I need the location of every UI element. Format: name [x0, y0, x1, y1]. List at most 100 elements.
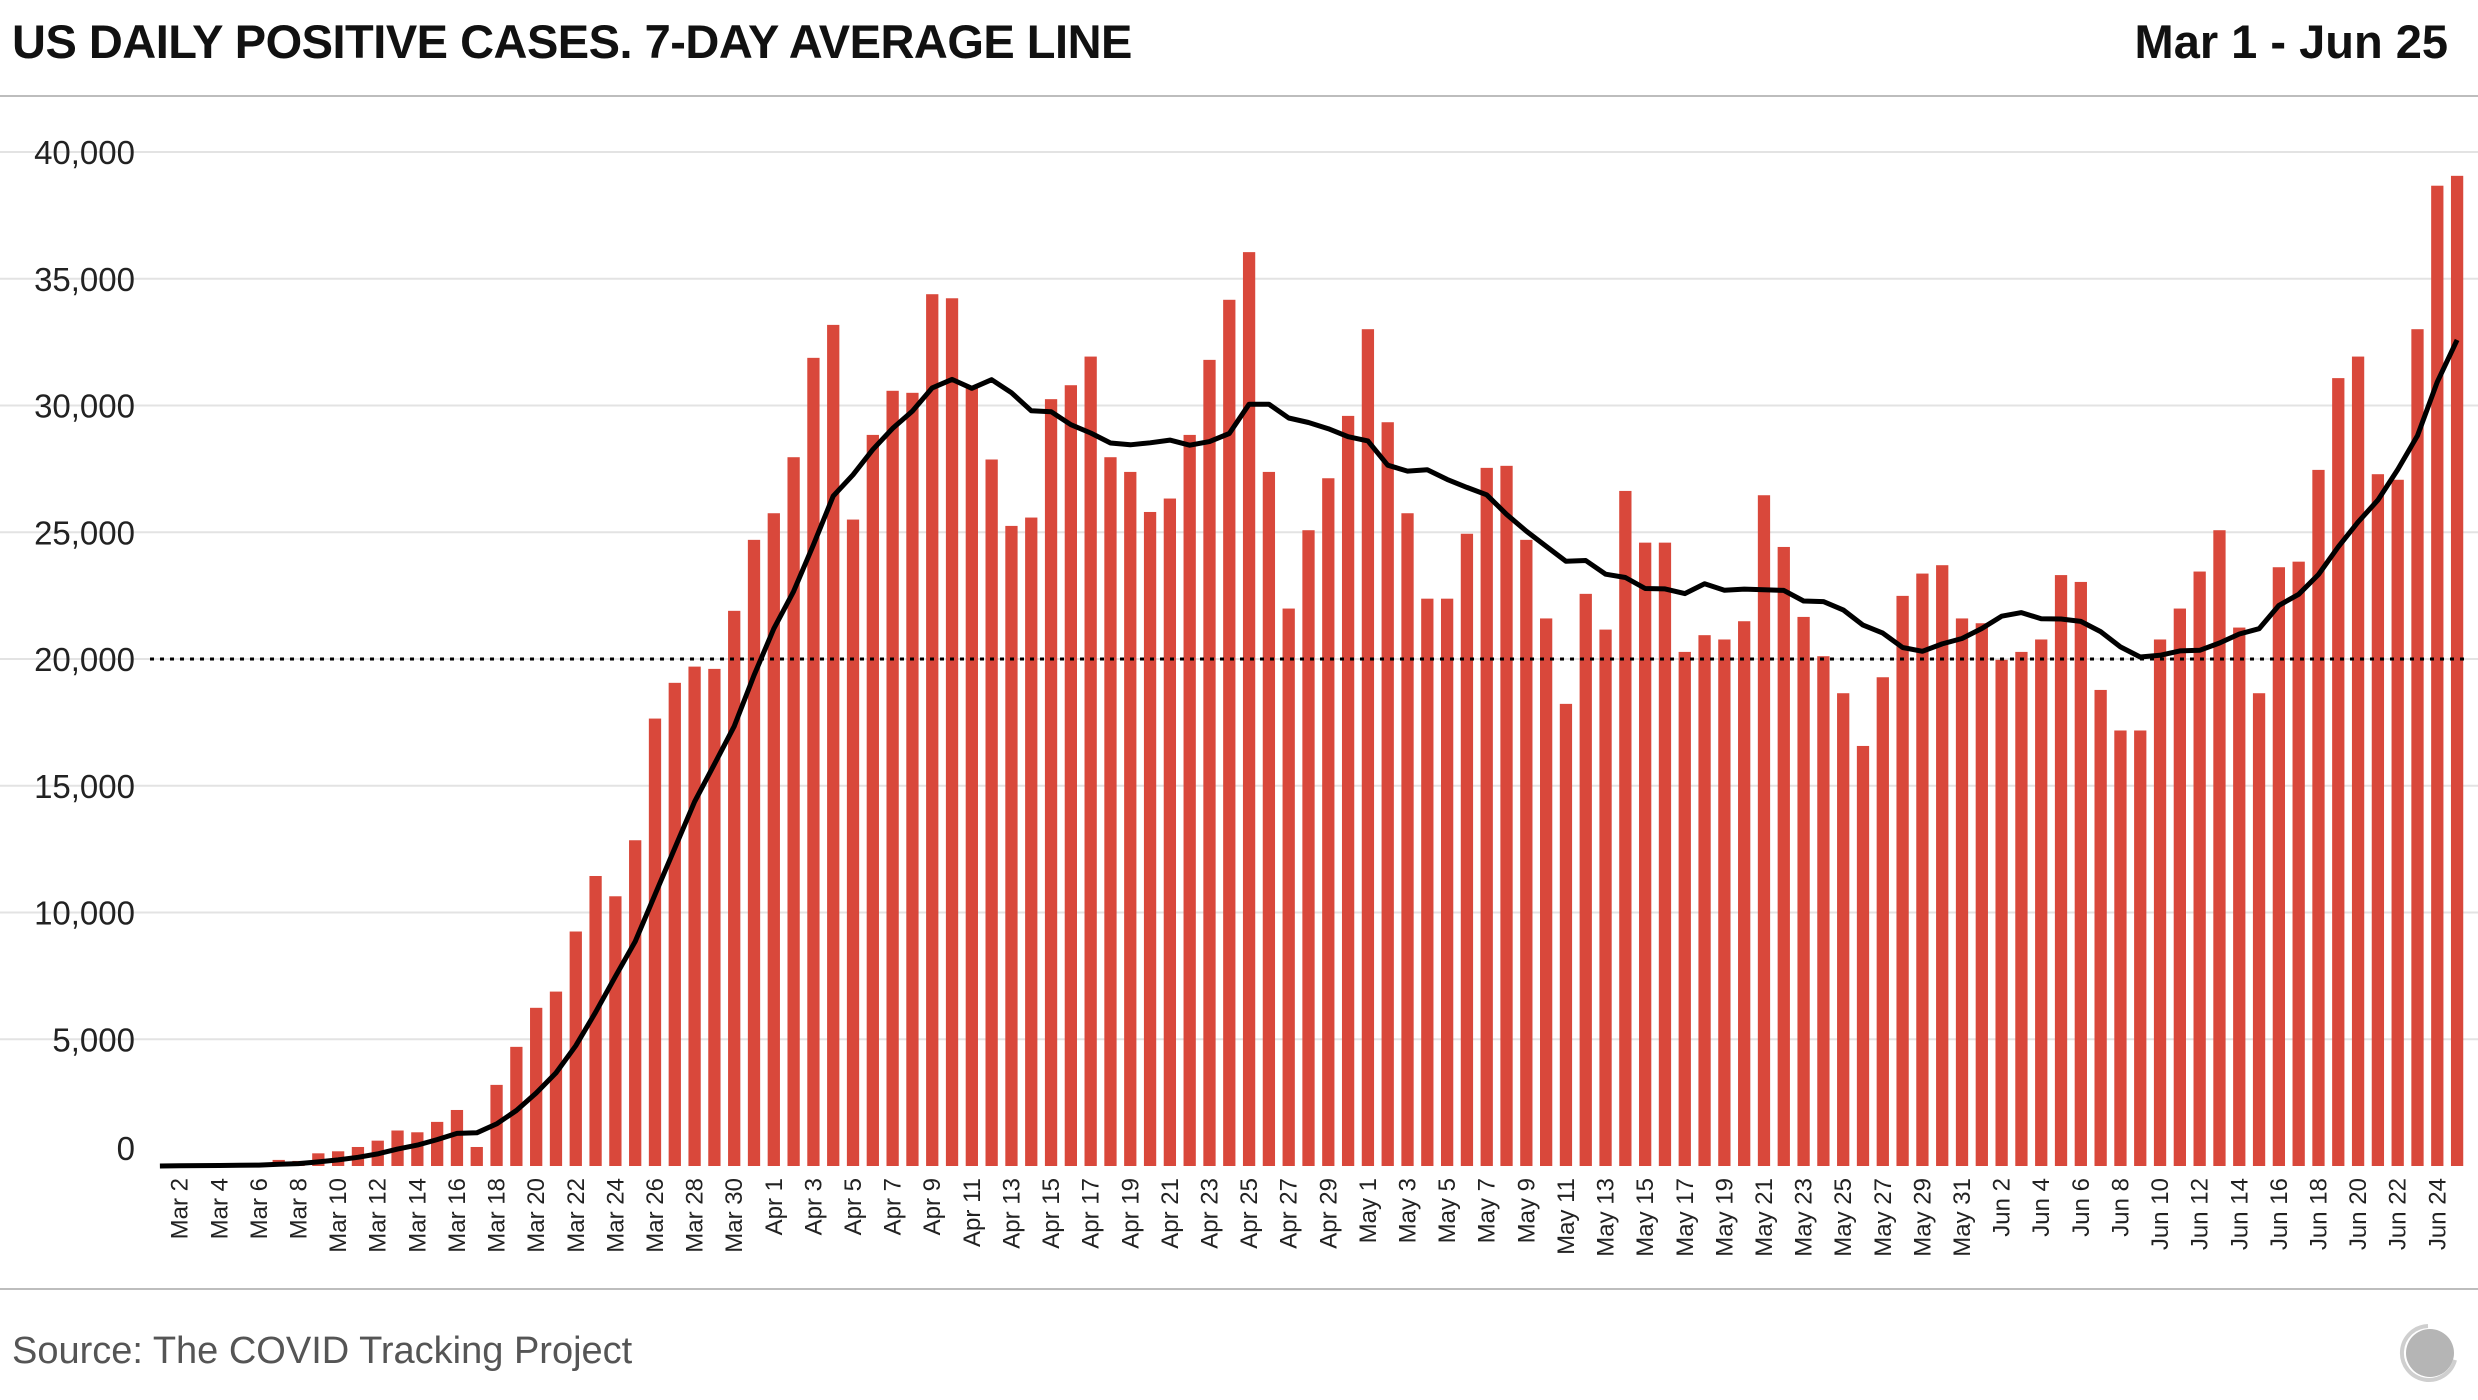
x-tick-label: Mar 8: [286, 1178, 313, 1239]
x-tick-label: Mar 14: [404, 1178, 431, 1253]
x-tick-label: Mar 4: [206, 1178, 233, 1239]
bar: [1837, 693, 1850, 1166]
bar: [411, 1132, 424, 1166]
source-note: Source: The COVID Tracking Project: [12, 1330, 633, 1372]
seven-day-average-line: [159, 338, 2460, 1169]
bar: [1797, 616, 1810, 1166]
bar: [1777, 546, 1790, 1166]
bar: [787, 457, 800, 1166]
bar: [2213, 530, 2226, 1166]
bar: [1322, 478, 1335, 1166]
bar: [985, 459, 998, 1167]
bar: [1064, 385, 1077, 1167]
bar: [629, 840, 642, 1166]
x-tick-label: May 23: [1791, 1178, 1818, 1257]
y-tick-label: 0: [117, 1130, 135, 1167]
x-tick-label: Apr 23: [1196, 1178, 1223, 1249]
bar: [1044, 399, 1058, 1167]
bar: [450, 1109, 464, 1166]
bar: [1242, 252, 1256, 1166]
bar: [1540, 618, 1553, 1166]
chart-plot: 0 5,000 10,000 15,000 20,000 25,000 30,000 35,0…: [0, 134, 2478, 1257]
bar: [1203, 359, 1216, 1166]
bar: [1520, 539, 1533, 1166]
x-tick-label: Apr 5: [840, 1178, 867, 1235]
x-tick-label: May 15: [1632, 1178, 1659, 1257]
bar: [1579, 593, 1592, 1166]
bar: [1361, 329, 1375, 1166]
y-tick-label: 25,000: [34, 514, 135, 551]
bar: [589, 875, 602, 1166]
x-tick-label: Jun 22: [2385, 1178, 2412, 1250]
bar: [1619, 490, 1632, 1166]
bar: [827, 324, 840, 1167]
bar: [2035, 639, 2048, 1166]
x-tick-label: May 17: [1672, 1178, 1699, 1257]
bar: [1163, 498, 1177, 1166]
bar: [1559, 703, 1573, 1166]
x-tick-label: Mar 20: [523, 1178, 550, 1253]
bar: [2411, 329, 2424, 1166]
bar: [2391, 479, 2404, 1166]
bar: [2054, 575, 2068, 1166]
x-tick-label: Jun 18: [2305, 1178, 2332, 1250]
bar: [1658, 542, 1672, 1166]
bar: [2351, 356, 2365, 1167]
bar: [648, 718, 662, 1166]
x-tick-label: Mar 22: [563, 1178, 590, 1253]
bar: [708, 668, 721, 1166]
bar: [2114, 730, 2127, 1166]
bar: [1876, 677, 1889, 1166]
bar: [2074, 581, 2087, 1166]
x-tick-label: May 5: [1434, 1178, 1461, 1243]
x-tick-label: Apr 3: [800, 1178, 827, 1235]
x-tick-label: Mar 18: [484, 1178, 511, 1253]
x-tick-label: Apr 13: [998, 1178, 1025, 1249]
bar: [2312, 469, 2325, 1166]
bar: [2193, 571, 2206, 1166]
bar: [1738, 621, 1751, 1166]
bar: [2173, 608, 2186, 1166]
x-tick-label: May 25: [1830, 1178, 1857, 1257]
bar: [2332, 378, 2345, 1166]
y-tick-label: 15,000: [34, 768, 135, 805]
bar: [965, 387, 978, 1166]
bar: [1341, 415, 1355, 1166]
footer-divider: [0, 1288, 2478, 1290]
bar: [1084, 356, 1097, 1167]
bar: [1678, 651, 1691, 1166]
bar: [2015, 651, 2028, 1166]
y-tick-label: 30,000: [34, 388, 135, 425]
bar: [1025, 517, 1038, 1166]
bar: [668, 682, 681, 1166]
x-tick-label: Apr 1: [761, 1178, 788, 1235]
bar: [1302, 530, 1315, 1166]
bar: [1262, 471, 1276, 1166]
bar: [1599, 629, 1612, 1166]
bar: [1282, 608, 1295, 1166]
bar: [1223, 299, 1236, 1166]
y-tick-label: 5,000: [52, 1021, 135, 1058]
bar: [549, 991, 563, 1166]
x-tick-label: Apr 17: [1078, 1178, 1105, 1249]
x-tick-label: Jun 20: [2345, 1178, 2372, 1250]
bar: [510, 1046, 523, 1166]
x-tick-label: Jun 8: [2107, 1178, 2134, 1237]
x-tick-label: Mar 6: [246, 1178, 273, 1239]
bar: [688, 666, 701, 1166]
x-tick-label: May 29: [1909, 1178, 1936, 1257]
x-tick-label: May 31: [1949, 1178, 1976, 1257]
header-divider: [0, 95, 2478, 97]
y-tick-label: 10,000: [34, 895, 135, 932]
bar: [846, 519, 860, 1166]
x-tick-label: May 27: [1870, 1178, 1897, 1257]
bar: [1698, 635, 1711, 1166]
x-tick-label: Jun 12: [2187, 1178, 2214, 1250]
bar: [470, 1146, 483, 1166]
x-tick-label: Jun 24: [2424, 1178, 2451, 1250]
bar: [2431, 185, 2444, 1166]
bar: [906, 392, 919, 1166]
x-tick-label: May 1: [1355, 1178, 1382, 1243]
bar: [1421, 598, 1434, 1166]
bar: [2450, 175, 2464, 1167]
